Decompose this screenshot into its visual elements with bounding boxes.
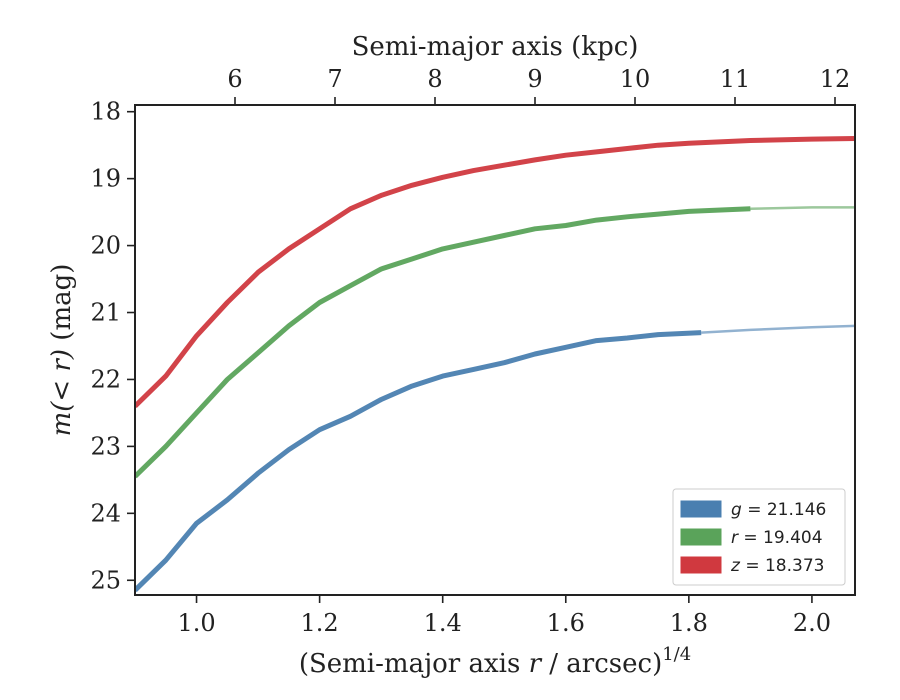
y-tick-label: 20 [90,232,121,260]
x2-tick-label: 6 [227,65,242,93]
y-tick-label: 23 [90,432,121,460]
y-tick-label: 25 [90,566,121,594]
x2-tick-label: 7 [327,65,342,93]
y-axis-title-var: m(< r) [47,349,77,436]
y-tick-label: 19 [90,165,121,193]
legend-swatch-g [680,500,722,518]
x-axis-title-var: r [529,649,543,679]
series-z-line [135,136,855,408]
x-axis-title-mid: / arcsec) [541,649,662,679]
x-axis-title: (Semi-major axis r / arcsec)1/4 [299,644,691,679]
legend: g = 21.146 r = 19.404 z = 18.373 [672,488,846,586]
x2-tick-label: 10 [620,65,651,93]
series-r-extension [750,206,855,211]
legend-label-g: g = 21.146 [731,500,826,520]
plot-frame [134,104,856,596]
y-tick-label: 22 [90,365,121,393]
x-tick-label: 1.6 [547,609,585,637]
x-tick-label: 1.2 [301,609,339,637]
legend-swatch-r [680,528,722,546]
y-tick-label: 21 [90,299,121,327]
legend-label-z: z = 18.373 [730,556,824,576]
series-g-extension [701,324,855,334]
x2-tick-label: 8 [427,65,442,93]
x2-tick-label: 12 [820,65,851,93]
legend-swatch-z [680,556,722,574]
x2-axis-title: Semi-major axis (kpc) [352,32,639,62]
axes: 1.0 1.2 1.4 1.6 1.8 2.0 18 19 20 21 22 23 24 25 6 7 8 9 10… [90,65,856,637]
y-tick-label: 18 [90,98,121,126]
series-g-line [135,330,702,593]
y-axis-title: m(< r) (mag) [47,264,77,437]
legend-label-r: r = 19.404 [731,528,823,548]
y-tick-label: 24 [90,499,121,527]
x2-tick-label: 9 [527,65,542,93]
x-tick-label: 1.0 [177,609,215,637]
y-axis-title-unit: (mag) [47,264,77,349]
x-axis-title-sup: 1/4 [662,644,691,665]
x-tick-label: 1.4 [424,609,462,637]
series-r-line [135,206,751,479]
x-axis-title-prefix: (Semi-major axis [299,649,529,679]
x2-tick-label: 11 [720,65,751,93]
series-lines [135,136,855,593]
x-tick-label: 2.0 [793,609,831,637]
x-tick-label: 1.8 [670,609,708,637]
